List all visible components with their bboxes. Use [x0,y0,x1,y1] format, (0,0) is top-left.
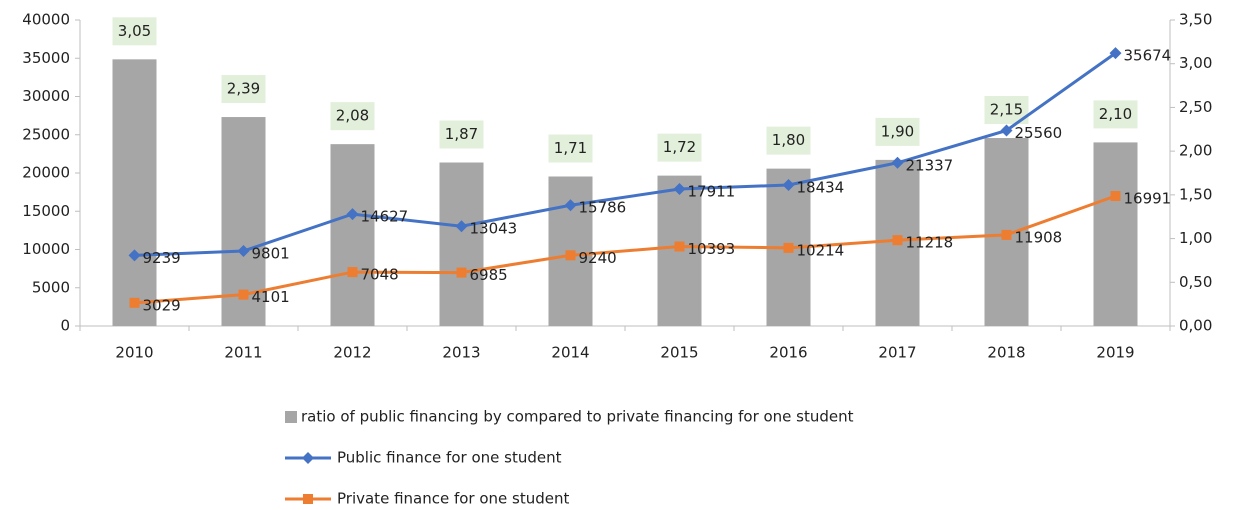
x-tick-label: 2014 [551,344,589,362]
y2-tick-label: 1,00 [1179,229,1212,247]
data-label: 14627 [361,208,409,226]
y-tick-label: 10000 [22,240,70,258]
marker [891,156,904,169]
data-label-bg [221,75,266,104]
marker [1110,191,1121,202]
data-label: 2,08 [336,107,369,125]
y2-tick-label: 0,00 [1179,317,1212,335]
data-label-bg [1093,100,1138,129]
data-label: 1,80 [772,131,805,149]
data-label: 25560 [1015,124,1063,142]
x-tick-label: 2011 [224,344,262,362]
y-tick-label: 25000 [22,125,70,143]
data-label-bg [439,120,484,149]
data-label: 1,90 [881,122,914,140]
data-label: 16991 [1124,190,1172,208]
data-label: 15786 [579,199,627,217]
x-tick-label: 2012 [333,344,371,362]
marker [455,220,468,233]
y-tick-label: 30000 [22,87,70,105]
x-tick-label: 2019 [1096,344,1134,362]
marker [674,241,685,252]
data-label: 35674 [1124,47,1172,65]
data-label: 1,87 [445,125,478,143]
data-label: 1,72 [663,138,696,156]
data-label: 2,15 [990,101,1023,119]
marker [347,267,358,278]
data-label: 9801 [252,245,290,263]
legend-marker [303,494,313,504]
x-tick-label: 2010 [115,344,153,362]
y-tick-label: 20000 [22,164,70,182]
data-label-bg [657,133,702,162]
y2-tick-label: 1,50 [1179,185,1212,203]
y-tick-label: 5000 [32,278,70,296]
data-label-bg [875,117,920,146]
data-label-bg [548,134,593,163]
legend-label: Private finance for one student [337,490,569,508]
data-label: 7048 [361,266,399,284]
marker [237,245,250,258]
marker [565,250,576,261]
data-label: 10214 [797,241,845,259]
data-label: 17911 [688,182,736,200]
y-tick-label: 15000 [22,202,70,220]
marker [673,182,686,195]
marker [783,242,794,253]
y2-tick-label: 0,50 [1179,273,1212,291]
marker [1000,124,1013,137]
bar [330,144,375,326]
data-label: 18434 [797,178,845,196]
x-tick-label: 2016 [769,344,807,362]
data-label: 2,39 [227,80,260,98]
bar [439,162,484,326]
y-tick-label: 0 [60,317,70,335]
data-label-bg [330,102,375,131]
data-label: 11908 [1015,228,1063,246]
data-label: 1,71 [554,139,587,157]
data-label: 6985 [470,266,508,284]
marker [1109,47,1122,60]
data-label: 21337 [906,156,954,174]
data-label: 2,10 [1099,105,1132,123]
y2-tick-label: 2,50 [1179,98,1212,116]
marker [346,208,359,221]
y2-tick-label: 3,00 [1179,54,1212,72]
data-label: 3,05 [118,22,151,40]
data-label: 10393 [688,240,736,258]
legend-label: Public finance for one student [337,449,562,467]
data-label: 4101 [252,288,290,306]
x-tick-label: 2015 [660,344,698,362]
y2-tick-label: 2,00 [1179,142,1212,160]
x-tick-label: 2013 [442,344,480,362]
marker [564,199,577,212]
marker [782,178,795,191]
data-label: 9240 [579,249,617,267]
y-tick-label: 40000 [22,11,70,29]
marker [238,289,249,300]
y-tick-label: 35000 [22,49,70,67]
data-label: 3029 [143,296,181,314]
data-label: 9239 [143,249,181,267]
data-label: 13043 [470,220,518,238]
bar [112,59,157,326]
data-label-bg [766,126,811,155]
legend-marker [302,452,314,464]
data-label-bg [112,17,157,46]
x-tick-label: 2017 [878,344,916,362]
data-label: 11218 [906,234,954,252]
legend-swatch [285,411,297,423]
line [134,194,1117,305]
bar [1093,142,1138,326]
legend-label: ratio of public financing by compared to… [301,408,854,426]
marker [456,267,467,278]
marker [128,249,141,262]
marker [1001,229,1012,240]
line [134,51,1117,257]
marker [892,235,903,246]
y2-tick-label: 3,50 [1179,11,1212,29]
x-tick-label: 2018 [987,344,1025,362]
marker [129,297,140,308]
